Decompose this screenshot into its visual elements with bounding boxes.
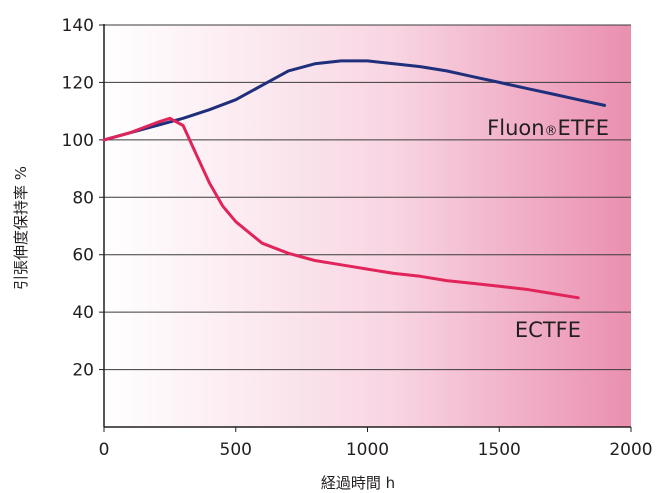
series-label-1: ECTFE: [515, 318, 581, 342]
y-tick-label-40: 40: [72, 303, 94, 323]
x-tick-label-2000: 2000: [609, 440, 652, 460]
series-label-1-main: ECTFE: [515, 318, 581, 342]
y-tick-label-60: 60: [72, 246, 94, 266]
series-label-0-mark: ®: [545, 124, 558, 139]
series-line-1: [102, 116, 580, 300]
x-axis-title: 経過時間 h: [321, 474, 395, 492]
y-tick-label-100: 100: [62, 131, 94, 151]
series-label-0: Fluon®ETFE: [487, 116, 609, 140]
x-tick-label-1000: 1000: [346, 440, 389, 460]
y-tick-label-140: 140: [62, 16, 94, 36]
x-tick-label-500: 500: [220, 440, 252, 460]
series-label-0-tail: ETFE: [558, 116, 609, 140]
x-tick-label-1500: 1500: [478, 440, 521, 460]
y-tick-label-80: 80: [72, 188, 94, 208]
series-labels: Fluon®ETFE ECTFE: [487, 116, 609, 342]
y-axis-title: 引張伸度保持率 %: [12, 166, 30, 290]
tick-labels: 20 40 60 80 100 120 140 0 500 1000 1500 2000: [62, 16, 653, 460]
y-tick-label-20: 20: [72, 361, 94, 381]
y-tick-label-120: 120: [62, 73, 94, 93]
gridlines: [104, 24, 631, 371]
x-tick-label-0: 0: [99, 440, 110, 460]
series-line-0: [102, 59, 607, 142]
plot-area: [104, 25, 631, 427]
series-lines: [102, 59, 607, 300]
series-label-0-main: Fluon: [487, 116, 544, 140]
